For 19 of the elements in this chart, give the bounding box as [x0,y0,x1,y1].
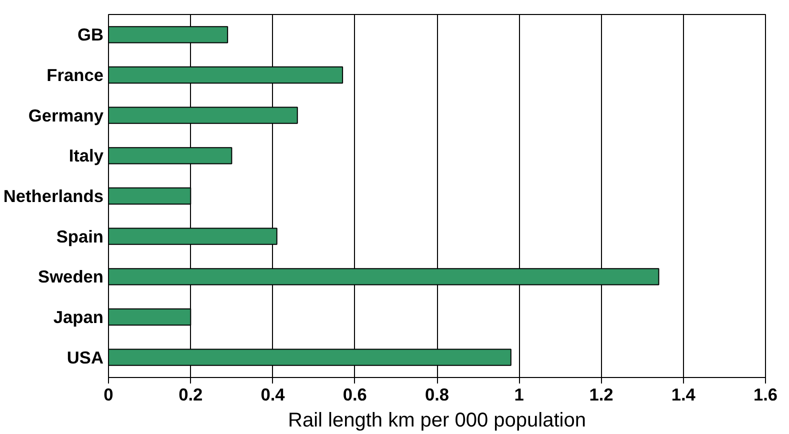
y-tick-label: GB [78,24,104,45]
x-tick-label: 1 [514,384,524,404]
x-tick-label: 1.4 [671,384,696,404]
y-tick-label: Germany [28,105,104,126]
x-tick-label: 0.8 [424,384,450,404]
x-tick-label: 1.6 [753,384,778,404]
y-tick-label: France [46,65,104,85]
x-tick-label: 1.2 [589,384,614,404]
x-tick-label: 0 [104,384,114,404]
y-tick-label: Italy [68,146,104,166]
x-axis-title: Rail length km per 000 population [288,410,586,432]
y-tick-label: USA [66,347,104,368]
x-tick-label: 0.2 [178,384,203,404]
y-tick-label: Spain [56,226,104,246]
x-tick-label: 0.4 [260,384,286,404]
x-tick-label: 0.6 [342,384,368,404]
y-tick-label: Japan [53,307,104,327]
y-tick-label: Netherlands [3,186,104,206]
y-tick-label: Sweden [38,266,104,287]
